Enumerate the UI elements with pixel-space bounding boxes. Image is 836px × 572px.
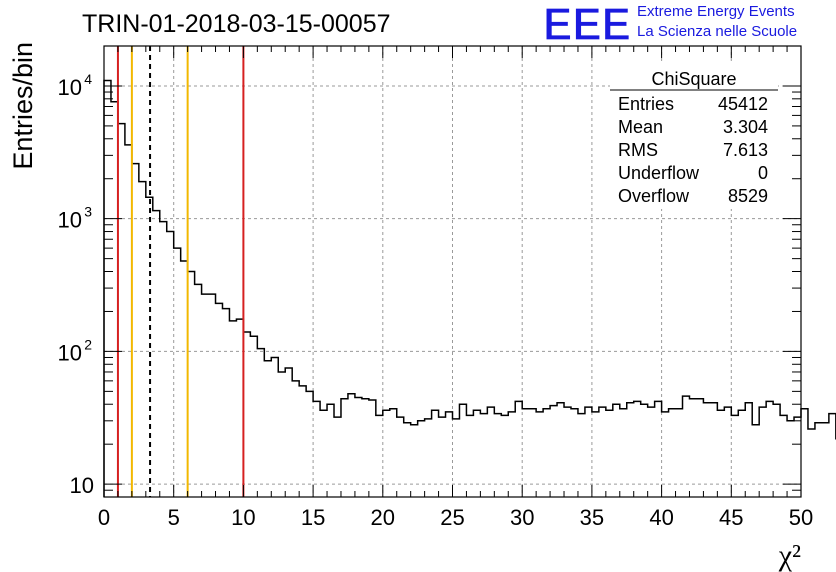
- x-tick-label: 25: [440, 505, 464, 530]
- stats-row-label: Entries: [618, 94, 674, 114]
- x-tick-label: 20: [371, 505, 395, 530]
- stats-row-value: 8529: [728, 186, 768, 206]
- stats-row-value: 0: [758, 163, 768, 183]
- x-tick-label: 30: [510, 505, 534, 530]
- stats-box: ChiSquare Entries 45412 Mean 3.304 RMS 7.613 Un…: [610, 64, 778, 209]
- x-tick-label: 50: [789, 505, 813, 530]
- stats-row-value: 45412: [718, 94, 768, 114]
- y-tick-label-exponent: 3: [84, 204, 92, 220]
- stats-row-label: Mean: [618, 117, 663, 137]
- x-tick-label: 15: [301, 505, 325, 530]
- logo-line-extreme-energy-events: Extreme Energy Events: [637, 3, 795, 20]
- y-tick-label-exponent: 2: [84, 336, 92, 352]
- x-tick-label: 40: [649, 505, 673, 530]
- x-axis-label: χ²: [778, 539, 801, 572]
- logo-line-la-scienza: La Scienza nelle Scuole: [637, 23, 798, 40]
- y-axis-label: Entries/bin: [8, 42, 38, 170]
- x-tick-label: 0: [98, 505, 110, 530]
- stats-row-value: 7.613: [723, 140, 768, 160]
- y-tick-label-exponent: 4: [84, 71, 92, 87]
- y-tick-label: 10: [58, 340, 82, 365]
- x-tick-label: 10: [231, 505, 255, 530]
- histogram-series: [103, 79, 836, 497]
- y-tick-label: 10: [70, 473, 94, 498]
- stats-box-title: ChiSquare: [651, 69, 736, 89]
- x-tick-label: 5: [168, 505, 180, 530]
- stats-row-value: 3.304: [723, 117, 768, 137]
- y-tick-label: 10: [58, 208, 82, 233]
- eee-logo-text: EEE: [543, 2, 631, 44]
- y-tick-label: 10: [58, 75, 82, 100]
- run-title: TRIN-01-2018-03-15-00057: [82, 10, 391, 38]
- eee-logo: EEE: [543, 2, 632, 44]
- stats-row-label: Underflow: [618, 163, 700, 183]
- stats-box-background: [610, 64, 778, 209]
- stats-row-label: Overflow: [618, 186, 690, 206]
- stats-row-label: RMS: [618, 140, 658, 160]
- x-tick-label: 45: [719, 505, 743, 530]
- x-tick-label: 35: [580, 505, 604, 530]
